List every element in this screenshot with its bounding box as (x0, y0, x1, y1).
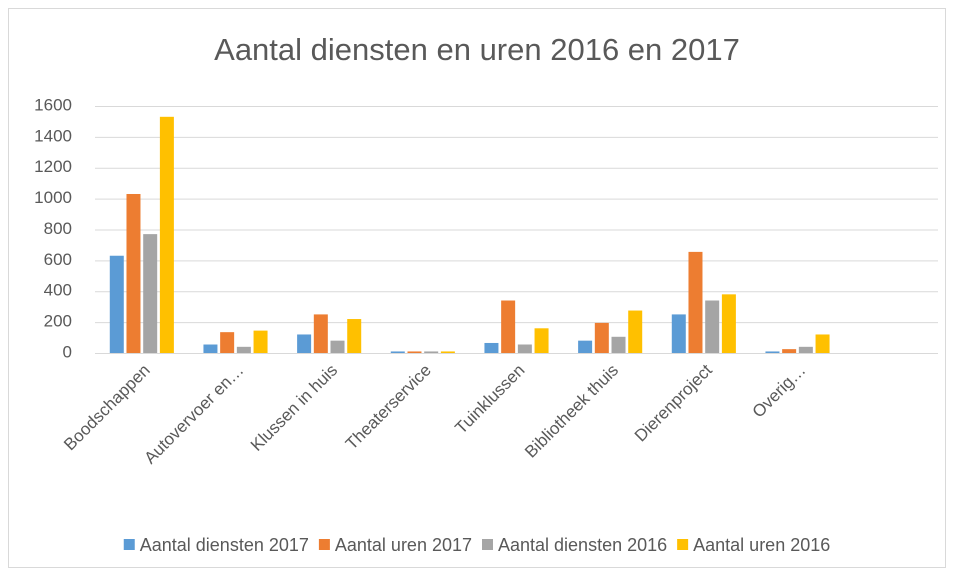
bar (688, 251, 703, 353)
bar (220, 332, 235, 353)
legend-label: Aantal uren 2017 (335, 535, 472, 555)
bar (484, 342, 499, 353)
bar (705, 300, 720, 353)
bar (765, 351, 780, 353)
bar (203, 344, 218, 353)
y-tick-label: 1400 (34, 126, 72, 145)
bar (407, 351, 422, 353)
bar (253, 330, 268, 353)
bar (594, 322, 609, 353)
bar (236, 346, 251, 353)
bar (390, 351, 405, 353)
bar (534, 328, 549, 353)
bar (628, 310, 643, 353)
legend-label: Aantal diensten 2016 (498, 535, 667, 555)
bar (330, 340, 345, 353)
bar (440, 351, 455, 353)
legend-label: Aantal uren 2016 (693, 535, 830, 555)
bar (501, 300, 516, 353)
bar (424, 351, 439, 353)
bar (313, 314, 328, 353)
legend-swatch (318, 539, 330, 550)
bar (798, 346, 813, 353)
y-tick-label: 1000 (34, 188, 72, 207)
bar (517, 344, 532, 353)
bar (109, 255, 124, 353)
y-tick-label: 0 (63, 342, 72, 361)
legend-label: Aantal diensten 2017 (140, 535, 309, 555)
bar (782, 349, 797, 353)
y-tick-label: 1600 (34, 95, 72, 114)
y-tick-label: 200 (44, 312, 72, 331)
legend-swatch (123, 539, 135, 550)
bar (297, 334, 312, 353)
y-tick-label: 600 (44, 250, 72, 269)
bar (126, 193, 141, 353)
y-tick-label: 1200 (34, 157, 72, 176)
bar (347, 319, 362, 353)
bar (611, 336, 626, 353)
legend-swatch (482, 539, 493, 550)
y-tick-label: 800 (44, 219, 72, 238)
y-tick-label: 400 (44, 281, 72, 300)
bar (671, 314, 686, 353)
chart-title: Aantal diensten en uren 2016 en 2017 (214, 32, 740, 67)
bar (721, 294, 736, 353)
bar (815, 334, 830, 353)
bar (578, 340, 593, 353)
legend-swatch (677, 539, 689, 550)
bar (143, 234, 158, 353)
bar (159, 116, 174, 354)
